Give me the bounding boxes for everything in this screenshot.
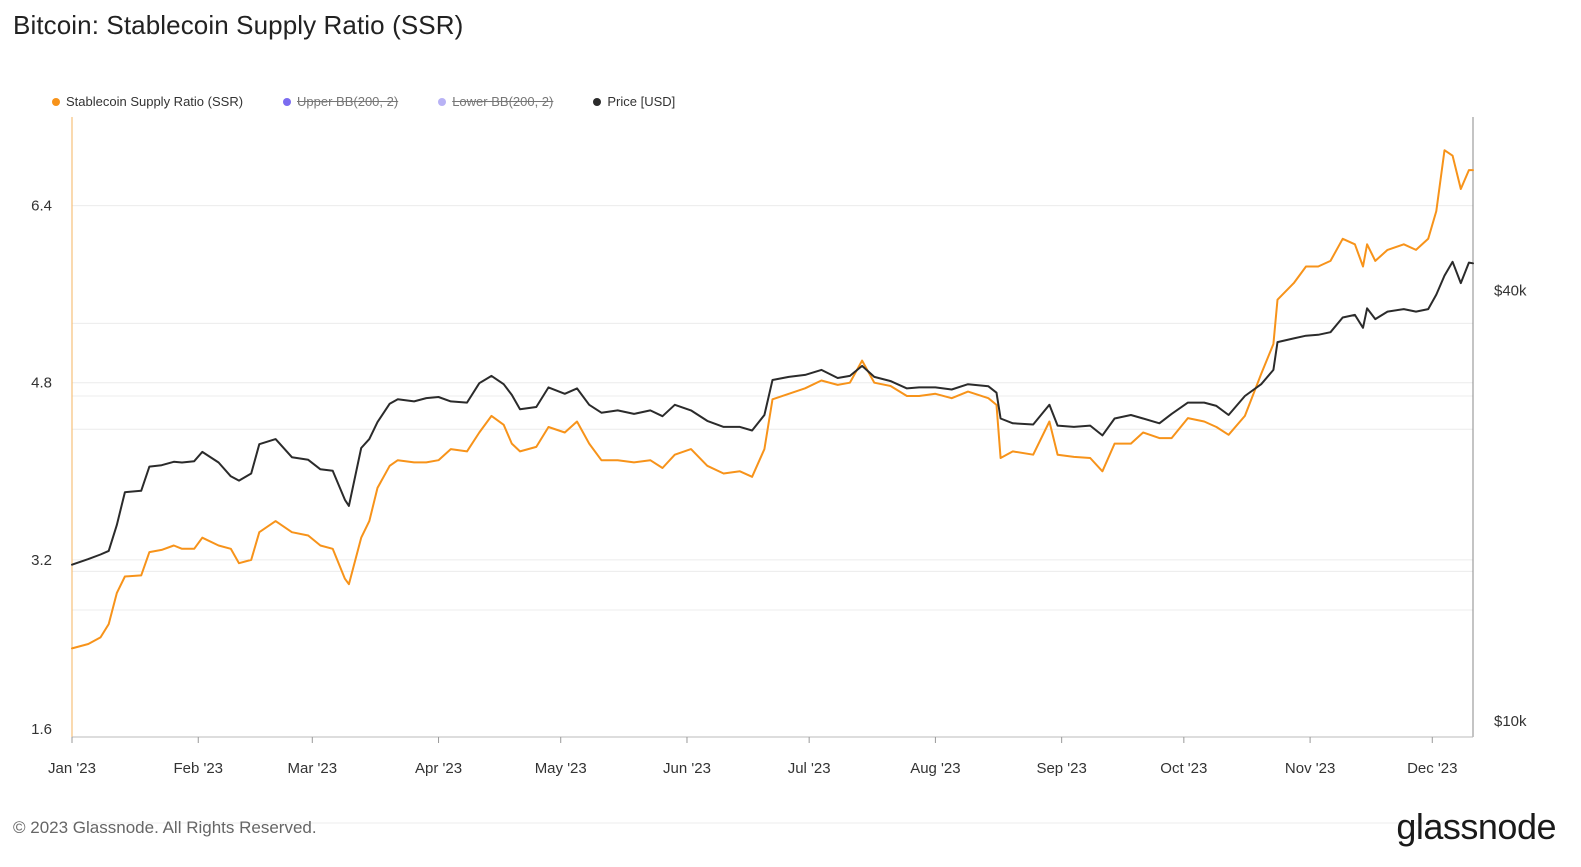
price-series-line	[71, 260, 1474, 566]
x-tick-label: Jun '23	[663, 760, 711, 777]
legend-dot-lower-bb	[438, 97, 447, 106]
y-left-tick-label: 1.6	[31, 721, 52, 738]
y-right-tick-label: $40k	[1494, 283, 1527, 300]
legend-dot-ssr	[52, 97, 60, 106]
copyright-text: © 2023 Glassnode. All Rights Reserved.	[13, 818, 317, 837]
x-tick-label: Dec '23	[1407, 760, 1457, 777]
x-tick-label: Aug '23	[910, 760, 960, 777]
legend-item-ssr[interactable]: Stablecoin Supply Ratio (SSR)	[52, 94, 243, 109]
ssr-series-line	[71, 149, 1474, 650]
x-tick-label: Jul '23	[788, 760, 831, 777]
legend-label-lower-bb: Lower BB(200, 2)	[452, 94, 554, 109]
x-tick-label: Apr '23	[415, 760, 462, 777]
legend-item-lower-bb[interactable]: Lower BB(200, 2)	[438, 94, 553, 109]
glassnode-logo: glassnode	[1396, 806, 1556, 847]
legend-label-price: Price [USD]	[607, 94, 676, 109]
plot-area	[72, 117, 1473, 737]
x-tick-label: Mar '23	[288, 760, 338, 777]
chart-title: Bitcoin: Stablecoin Supply Ratio (SSR)	[13, 10, 464, 40]
legend-dot-price	[593, 97, 602, 106]
x-tick-label: Sep '23	[1036, 760, 1086, 777]
y-right-tick-label: $10k	[1494, 713, 1527, 730]
legend-label-ssr: Stablecoin Supply Ratio (SSR)	[66, 94, 244, 109]
y-left-tick-label: 4.8	[31, 375, 52, 392]
y-left-tick-label: 3.2	[31, 552, 52, 569]
legend-item-price[interactable]: Price [USD]	[593, 94, 675, 109]
x-tick-label: Feb '23	[173, 760, 223, 777]
chart-legend: Stablecoin Supply Ratio (SSR) Upper BB(2…	[52, 94, 675, 109]
x-tick-label: Oct '23	[1160, 760, 1207, 777]
x-tick-label: Jan '23	[48, 760, 96, 777]
y-left-tick-label: 6.4	[31, 198, 52, 215]
legend-item-upper-bb[interactable]: Upper BB(200, 2)	[283, 94, 398, 109]
legend-dot-upper-bb	[283, 97, 292, 106]
x-tick-label: Nov '23	[1285, 760, 1335, 777]
legend-label-upper-bb: Upper BB(200, 2)	[297, 94, 399, 109]
x-tick-label: May '23	[535, 760, 587, 777]
